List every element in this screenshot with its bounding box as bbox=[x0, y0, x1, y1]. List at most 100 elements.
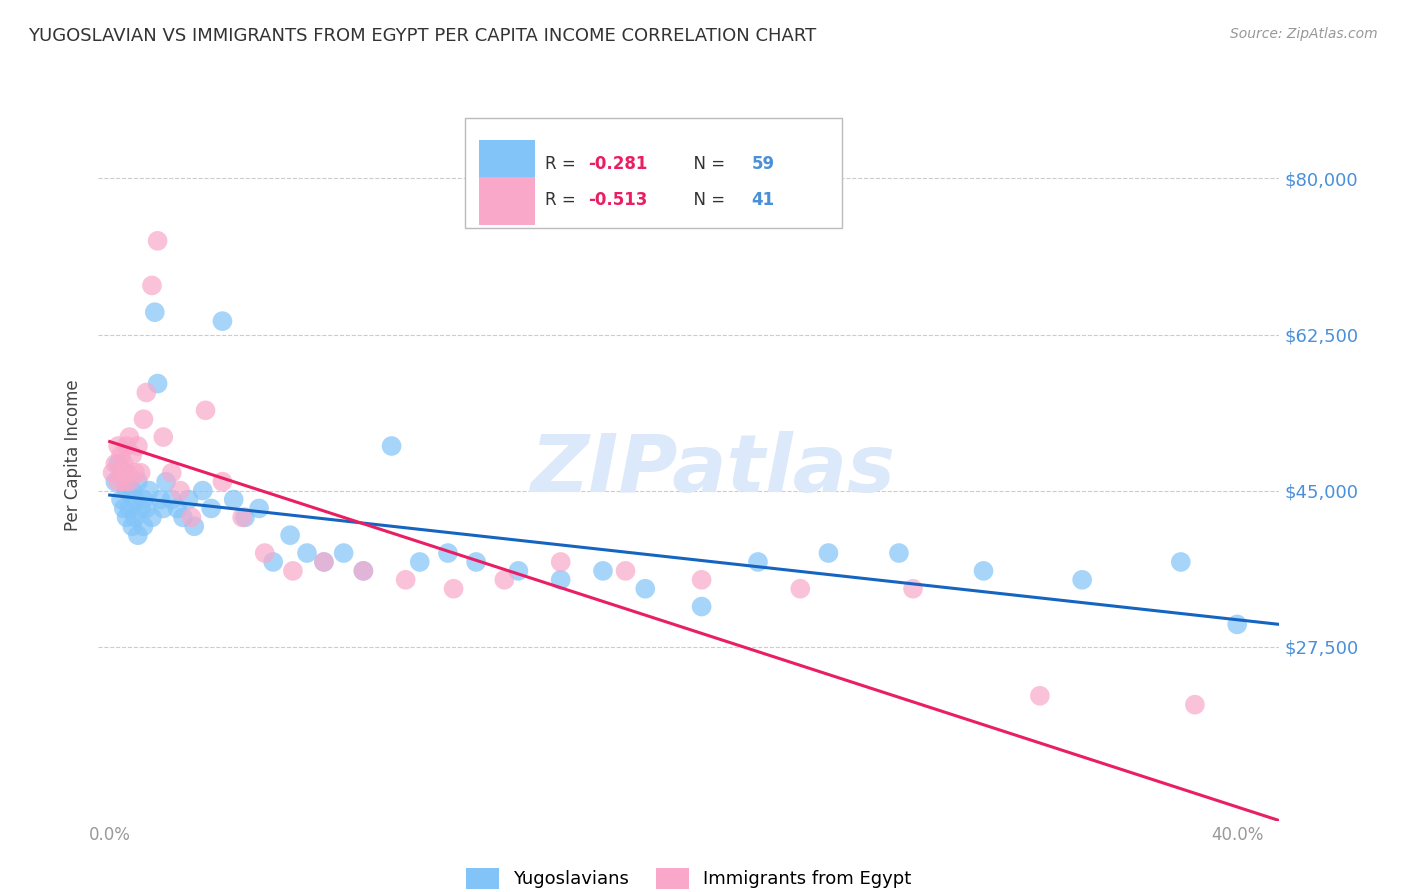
Point bbox=[124, 466, 146, 480]
Point bbox=[112, 475, 135, 489]
Point bbox=[127, 475, 149, 489]
Point bbox=[107, 457, 129, 471]
Point bbox=[110, 448, 132, 462]
Point bbox=[380, 439, 402, 453]
Point bbox=[118, 430, 141, 444]
Point bbox=[141, 510, 163, 524]
Point bbox=[149, 492, 172, 507]
Point bbox=[747, 555, 769, 569]
Point bbox=[1184, 698, 1206, 712]
Point bbox=[278, 528, 301, 542]
Point bbox=[614, 564, 637, 578]
Point bbox=[141, 278, 163, 293]
Point bbox=[295, 546, 318, 560]
Text: -0.281: -0.281 bbox=[589, 155, 648, 173]
Point bbox=[177, 492, 200, 507]
Point bbox=[972, 564, 994, 578]
Point bbox=[222, 492, 245, 507]
Point bbox=[550, 555, 572, 569]
Point bbox=[634, 582, 657, 596]
Point bbox=[121, 483, 143, 498]
Point bbox=[166, 501, 188, 516]
Point bbox=[231, 510, 253, 524]
Point bbox=[437, 546, 460, 560]
Point bbox=[233, 510, 256, 524]
Point bbox=[312, 555, 335, 569]
Point bbox=[110, 492, 132, 507]
Point bbox=[1226, 617, 1249, 632]
Point bbox=[191, 483, 214, 498]
Point bbox=[127, 528, 149, 542]
Point bbox=[138, 483, 160, 498]
Point bbox=[1071, 573, 1094, 587]
Point bbox=[129, 466, 152, 480]
Point bbox=[107, 475, 129, 489]
Point bbox=[132, 519, 155, 533]
Legend: Yugoslavians, Immigrants from Egypt: Yugoslavians, Immigrants from Egypt bbox=[460, 861, 918, 892]
Text: 41: 41 bbox=[752, 192, 775, 210]
Point bbox=[152, 430, 174, 444]
Point bbox=[281, 564, 304, 578]
Point bbox=[508, 564, 530, 578]
Text: N =: N = bbox=[683, 192, 730, 210]
Point bbox=[115, 483, 138, 498]
Point bbox=[789, 582, 811, 596]
Point bbox=[465, 555, 488, 569]
Point bbox=[121, 519, 143, 533]
Text: -0.513: -0.513 bbox=[589, 192, 648, 210]
Point bbox=[127, 439, 149, 453]
Point bbox=[112, 466, 135, 480]
Bar bbox=[478, 177, 536, 225]
Point bbox=[211, 314, 233, 328]
Point bbox=[262, 555, 284, 569]
Y-axis label: Per Capita Income: Per Capita Income bbox=[65, 379, 83, 531]
Bar bbox=[478, 140, 536, 188]
Point bbox=[395, 573, 418, 587]
Point bbox=[817, 546, 839, 560]
Text: YUGOSLAVIAN VS IMMIGRANTS FROM EGYPT PER CAPITA INCOME CORRELATION CHART: YUGOSLAVIAN VS IMMIGRANTS FROM EGYPT PER… bbox=[28, 27, 817, 45]
Point bbox=[115, 510, 138, 524]
Point bbox=[690, 599, 713, 614]
Text: ZIPatlas: ZIPatlas bbox=[530, 431, 896, 508]
Bar bbox=[464, 119, 842, 228]
Point bbox=[152, 501, 174, 516]
Point bbox=[200, 501, 222, 516]
Point bbox=[1170, 555, 1192, 569]
Point bbox=[352, 564, 374, 578]
Point bbox=[494, 573, 516, 587]
Point bbox=[143, 305, 166, 319]
Point bbox=[115, 466, 138, 480]
Point bbox=[443, 582, 465, 596]
Point bbox=[146, 234, 169, 248]
Point bbox=[183, 519, 205, 533]
Point bbox=[129, 501, 152, 516]
Point bbox=[194, 403, 217, 417]
Point bbox=[409, 555, 432, 569]
Text: 59: 59 bbox=[752, 155, 775, 173]
Text: R =: R = bbox=[546, 155, 581, 173]
Point bbox=[1029, 689, 1052, 703]
Point bbox=[247, 501, 270, 516]
Text: R =: R = bbox=[546, 192, 581, 210]
Text: Source: ZipAtlas.com: Source: ZipAtlas.com bbox=[1230, 27, 1378, 41]
Point bbox=[690, 573, 713, 587]
Point bbox=[146, 376, 169, 391]
Point bbox=[180, 510, 202, 524]
Point bbox=[124, 492, 146, 507]
Point bbox=[104, 457, 127, 471]
Point bbox=[312, 555, 335, 569]
Point bbox=[115, 439, 138, 453]
Point bbox=[169, 483, 191, 498]
Point bbox=[118, 475, 141, 489]
Point bbox=[352, 564, 374, 578]
Point bbox=[124, 510, 146, 524]
Text: N =: N = bbox=[683, 155, 730, 173]
Point bbox=[135, 385, 157, 400]
Point bbox=[107, 439, 129, 453]
Point bbox=[253, 546, 276, 560]
Point bbox=[118, 475, 141, 489]
Point bbox=[110, 466, 132, 480]
Point bbox=[121, 448, 143, 462]
Point bbox=[112, 501, 135, 516]
Point bbox=[172, 510, 194, 524]
